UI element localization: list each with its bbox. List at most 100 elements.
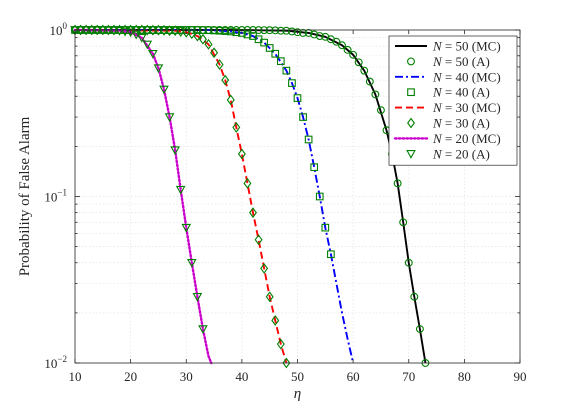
data-point: [287, 27, 296, 36]
data-point: [164, 113, 175, 123]
data-point: [360, 66, 369, 75]
data-point: [165, 25, 174, 37]
data-point: [193, 30, 202, 42]
legend-label-text: = 30 (A): [442, 116, 490, 131]
data-point: [120, 27, 130, 37]
data-point: [399, 218, 408, 227]
y-tick-exponent: 0: [63, 21, 68, 31]
data-point: [243, 177, 252, 189]
legend-swatch-marker: [407, 117, 415, 129]
data-point: [260, 38, 268, 47]
data-point: [343, 45, 352, 54]
legend-label-text: = 30 (MC): [442, 100, 501, 115]
data-point: [254, 234, 263, 246]
data-point: [332, 37, 341, 46]
legend-label-variable: N: [432, 39, 443, 54]
legend-label: N = 30 (A): [432, 116, 490, 131]
legend-label-variable: N: [432, 131, 443, 146]
legend-label-text: = 50 (A): [442, 54, 490, 69]
legend-label: N = 20 (MC): [432, 131, 501, 146]
legend-label: N = 50 (MC): [432, 39, 501, 54]
legend-swatch-marker: [406, 150, 416, 159]
legend-label-variable: N: [432, 85, 443, 100]
data-point: [265, 44, 274, 52]
legend-label: N = 40 (MC): [432, 69, 501, 84]
legend: N = 50 (MC)N = 50 (A)N = 40 (MC)N = 40 (…: [388, 35, 518, 166]
series-line: [75, 29, 355, 364]
data-point: [282, 66, 291, 75]
data-point: [171, 25, 180, 37]
data-point: [232, 28, 241, 37]
data-point: [349, 50, 358, 59]
series-line: [73, 28, 213, 365]
legend-label-variable: N: [432, 146, 443, 161]
legend-label: N = 30 (MC): [432, 100, 501, 115]
data-point: [315, 192, 324, 201]
legend-label: N = 40 (A): [432, 85, 490, 100]
legend-label-variable: N: [432, 54, 443, 69]
x-axis-label: η: [294, 386, 301, 402]
data-point: [181, 223, 192, 233]
data-point: [175, 185, 186, 195]
x-tick-label: 70: [402, 369, 415, 384]
data-point: [282, 26, 291, 35]
data-point: [103, 26, 114, 36]
y-tick-label: 10−2: [44, 354, 67, 371]
legend-swatch-marker: [407, 57, 415, 66]
data-point: [304, 29, 313, 37]
legend-label-text: = 40 (MC): [442, 69, 501, 84]
x-tick-label: 40: [235, 369, 248, 384]
data-point: [299, 29, 308, 37]
data-point: [310, 163, 319, 172]
data-point: [310, 30, 319, 39]
legend-label-text: = 40 (A): [442, 85, 490, 100]
data-point: [354, 58, 363, 67]
data-point: [271, 49, 280, 58]
x-tick-label: 50: [291, 369, 304, 384]
data-point: [365, 77, 374, 86]
data-point: [404, 258, 413, 267]
y-tick-mantissa: 10: [44, 190, 57, 205]
data-point: [221, 27, 230, 35]
data-point: [249, 207, 257, 219]
data-point: [327, 250, 335, 259]
x-tick-label: 60: [347, 369, 360, 384]
data-point: [376, 106, 385, 115]
y-tick-label: 10−1: [44, 188, 67, 205]
data-point: [142, 40, 153, 50]
data-point: [321, 223, 330, 232]
data-point: [371, 90, 380, 99]
data-point: [198, 325, 208, 335]
series-3: [71, 26, 335, 259]
legend-label-variable: N: [432, 100, 443, 115]
data-point: [276, 26, 285, 35]
data-point: [192, 292, 203, 302]
data-point: [282, 357, 291, 369]
data-point: [153, 64, 164, 74]
x-tick-label: 30: [180, 369, 193, 384]
data-point: [410, 292, 419, 301]
data-point: [304, 135, 313, 144]
y-tick-exponent: −1: [57, 188, 67, 198]
data-point: [154, 24, 163, 36]
data-point: [109, 26, 119, 36]
data-point: [237, 148, 246, 160]
legend-swatch-marker: [407, 88, 415, 97]
y-tick-label: 100: [50, 21, 68, 38]
legend-label-text: = 20 (A): [442, 146, 490, 161]
x-tick-label: 80: [458, 369, 471, 384]
data-point: [338, 41, 346, 50]
data-point: [293, 94, 302, 102]
data-point: [97, 26, 108, 36]
x-tick-label: 20: [124, 369, 137, 384]
data-point: [143, 24, 152, 36]
x-tick-label: 10: [69, 369, 82, 384]
data-point: [136, 33, 147, 43]
data-point: [226, 27, 235, 36]
data-point: [315, 32, 324, 40]
x-tick-label: 90: [514, 369, 527, 384]
data-point: [276, 57, 285, 65]
data-point: [210, 47, 219, 59]
